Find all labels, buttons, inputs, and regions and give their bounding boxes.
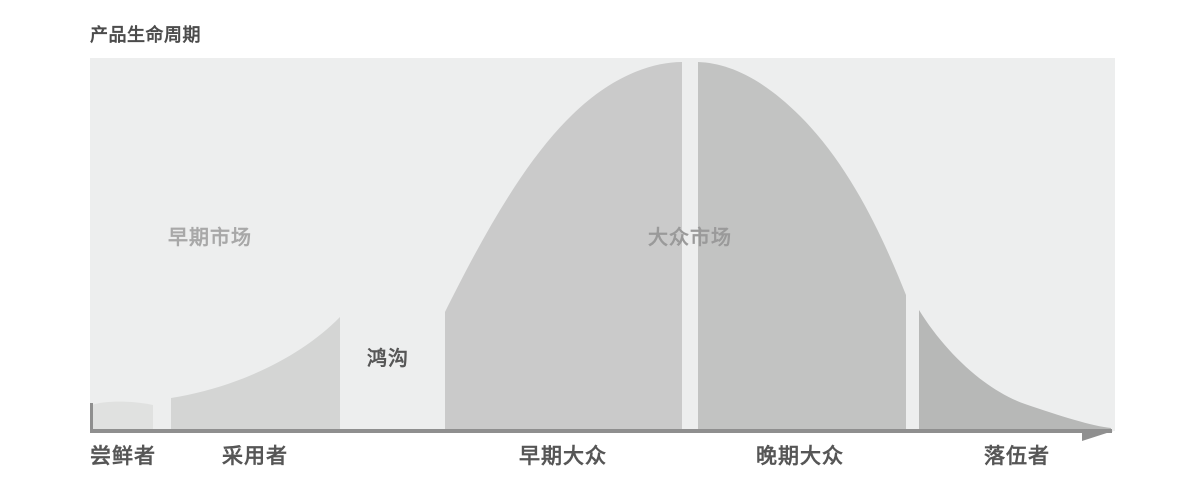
- segment-label-laggards: 落伍者: [984, 444, 1050, 468]
- page-title: 产品生命周期: [90, 24, 201, 45]
- segment-label-late-majority: 晚期大众: [756, 444, 844, 468]
- adopters-segment: [171, 317, 340, 431]
- mass-market-label: 大众市场: [648, 225, 732, 249]
- segment-label-innovators: 尝鲜者: [90, 444, 156, 468]
- innovators-segment: [92, 401, 153, 431]
- laggards-segment: [919, 310, 1111, 431]
- segment-label-adopters: 采用者: [222, 444, 288, 468]
- late-majority-segment: [698, 62, 906, 431]
- early-majority-segment: [445, 62, 682, 431]
- x-axis-line: [90, 429, 1112, 433]
- chasm-label: 鸿沟: [367, 346, 409, 370]
- early-market-label: 早期市场: [168, 225, 252, 249]
- segment-label-early-majority: 早期大众: [519, 445, 607, 468]
- axis-arrowhead-icon: [1082, 429, 1113, 441]
- y-axis-stub: [90, 403, 93, 431]
